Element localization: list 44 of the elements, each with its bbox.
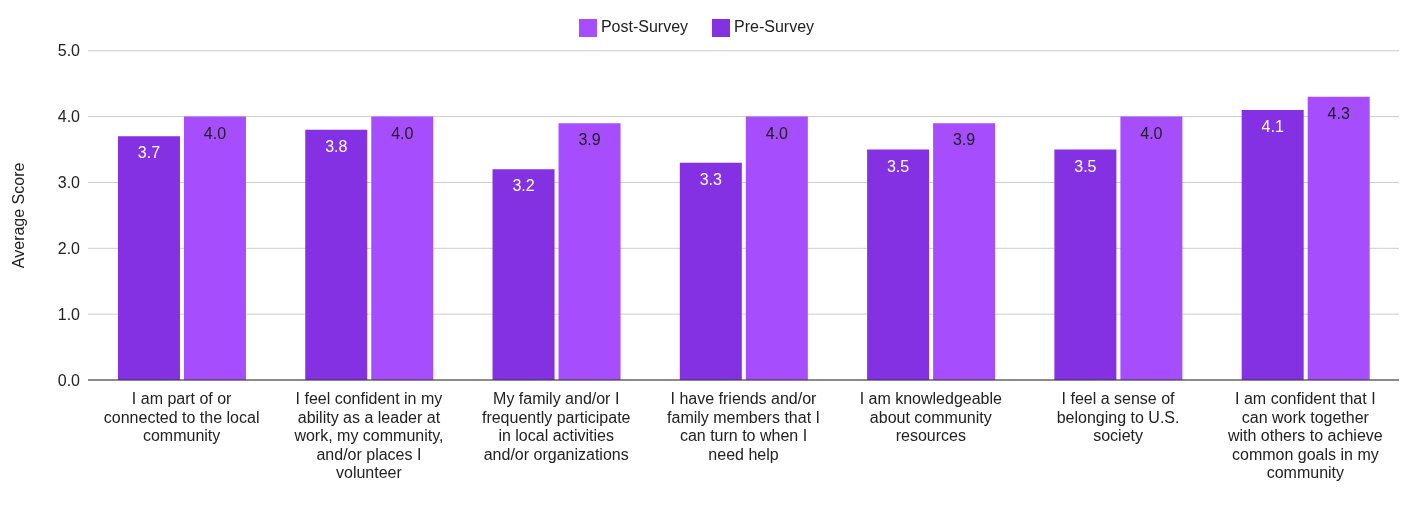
y-tick-label: 4.0 [57, 108, 81, 126]
y-tick-label: 5.0 [57, 42, 81, 60]
data-label: 3.5 [1074, 157, 1097, 175]
data-label: 3.2 [512, 177, 535, 195]
bar [305, 129, 368, 380]
bar [679, 162, 742, 380]
x-tick-label: I feel a sense of belonging to U.S. society [1056, 390, 1180, 444]
bar [1120, 116, 1183, 380]
legend-label: Post-Survey [600, 18, 689, 35]
x-tick-label: I feel confident in my ability as a leader at work, my community, and/or places I volunteer [293, 390, 444, 481]
bar [371, 116, 434, 380]
x-tick-label: My family and/or I frequently participate in local activities and/or organizations [481, 390, 631, 463]
x-tick-label: I am part of or connected to the local community [103, 390, 260, 444]
data-label: 3.9 [952, 131, 976, 149]
bar [867, 149, 930, 380]
x-tick-label: I have friends and/or family members that I can turn to when I need help [667, 390, 820, 463]
data-label: 4.0 [203, 124, 227, 142]
data-label: 4.0 [1140, 124, 1163, 142]
bar [558, 123, 621, 380]
x-tick-label: I am confident that I can work together with others to achieve common goals in my community [1226, 390, 1383, 481]
bar [933, 123, 996, 380]
bar [1054, 149, 1117, 380]
data-label: 3.7 [137, 144, 161, 162]
bar [745, 116, 808, 380]
y-axis-title: Average Score [9, 162, 27, 269]
data-label: 4.0 [391, 124, 414, 142]
y-tick-label: 2.0 [57, 239, 81, 257]
x-tick-label: I am knowledgeable about community resources [859, 390, 1003, 444]
data-label: 3.3 [699, 170, 723, 188]
bar [183, 116, 246, 380]
data-label: 3.5 [886, 157, 910, 175]
data-label: 3.8 [325, 137, 348, 155]
data-label: 3.9 [578, 131, 601, 149]
bar [1241, 110, 1304, 380]
bar [492, 169, 555, 380]
data-label: 4.1 [1261, 118, 1284, 136]
legend-label: Pre-Survey [734, 18, 815, 35]
y-tick-label: 1.0 [57, 305, 81, 323]
y-tick-label: 0.0 [57, 371, 81, 389]
bar [117, 136, 180, 380]
data-label: 4.0 [765, 124, 789, 142]
data-label: 4.3 [1327, 104, 1350, 122]
y-tick-label: 3.0 [57, 174, 81, 192]
bar [1307, 96, 1370, 380]
